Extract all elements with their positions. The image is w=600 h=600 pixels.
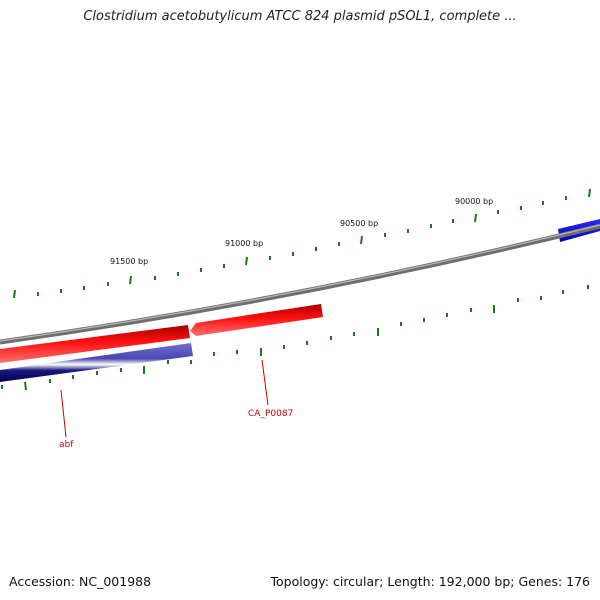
outer-tick-ring bbox=[13, 188, 591, 299]
abf-leader-line bbox=[60, 389, 67, 438]
scale-label-90500: 90500 bp bbox=[340, 219, 378, 228]
gene-label-ca-p0087[interactable]: CA_P0087 bbox=[248, 409, 293, 419]
map-title: Clostridium acetobutylicum ATCC 824 plas… bbox=[83, 9, 517, 24]
ca-p0087-leader-line bbox=[261, 359, 269, 406]
accession-label: Accession: NC_001988 bbox=[9, 574, 152, 589]
gene-arrow-large-red[interactable] bbox=[0, 325, 190, 363]
gene-arrow-ca-p0087[interactable] bbox=[190, 304, 323, 336]
inner-tick-ring bbox=[1, 285, 589, 391]
scale-label-90000: 90000 bp bbox=[455, 197, 493, 206]
plasmid-backbone bbox=[0, 223, 600, 345]
scale-label-91000: 91000 bp bbox=[225, 239, 263, 248]
gene-arrow-abf[interactable] bbox=[0, 343, 193, 382]
gene-label-abf[interactable]: abf bbox=[59, 440, 74, 450]
summary-label: Topology: circular; Length: 192,000 bp; … bbox=[270, 574, 591, 589]
scale-label-91500: 91500 bp bbox=[110, 257, 148, 266]
